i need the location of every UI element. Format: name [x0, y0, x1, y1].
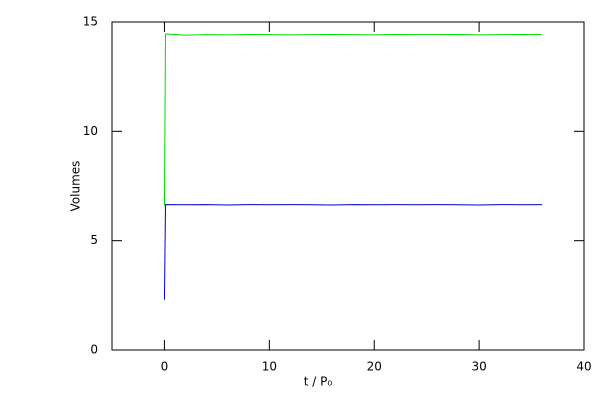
y-tick-label: 5 [90, 233, 98, 247]
y-tick-label: 10 [83, 124, 98, 138]
y-tick-label: 0 [90, 343, 98, 357]
x-axis-label: t / P₀ [304, 375, 333, 389]
plot-frame [111, 21, 585, 351]
y-axis-label: Volumes [69, 161, 83, 212]
x-tick-label: 40 [576, 360, 591, 374]
x-tick-label: 30 [471, 360, 486, 374]
x-tick-label: 10 [262, 360, 277, 374]
y-tick-label: 15 [83, 15, 98, 29]
x-tick-label: 20 [367, 360, 382, 374]
x-tick-label: 0 [161, 360, 169, 374]
series-line [163, 204, 543, 300]
series-line [163, 33, 543, 206]
